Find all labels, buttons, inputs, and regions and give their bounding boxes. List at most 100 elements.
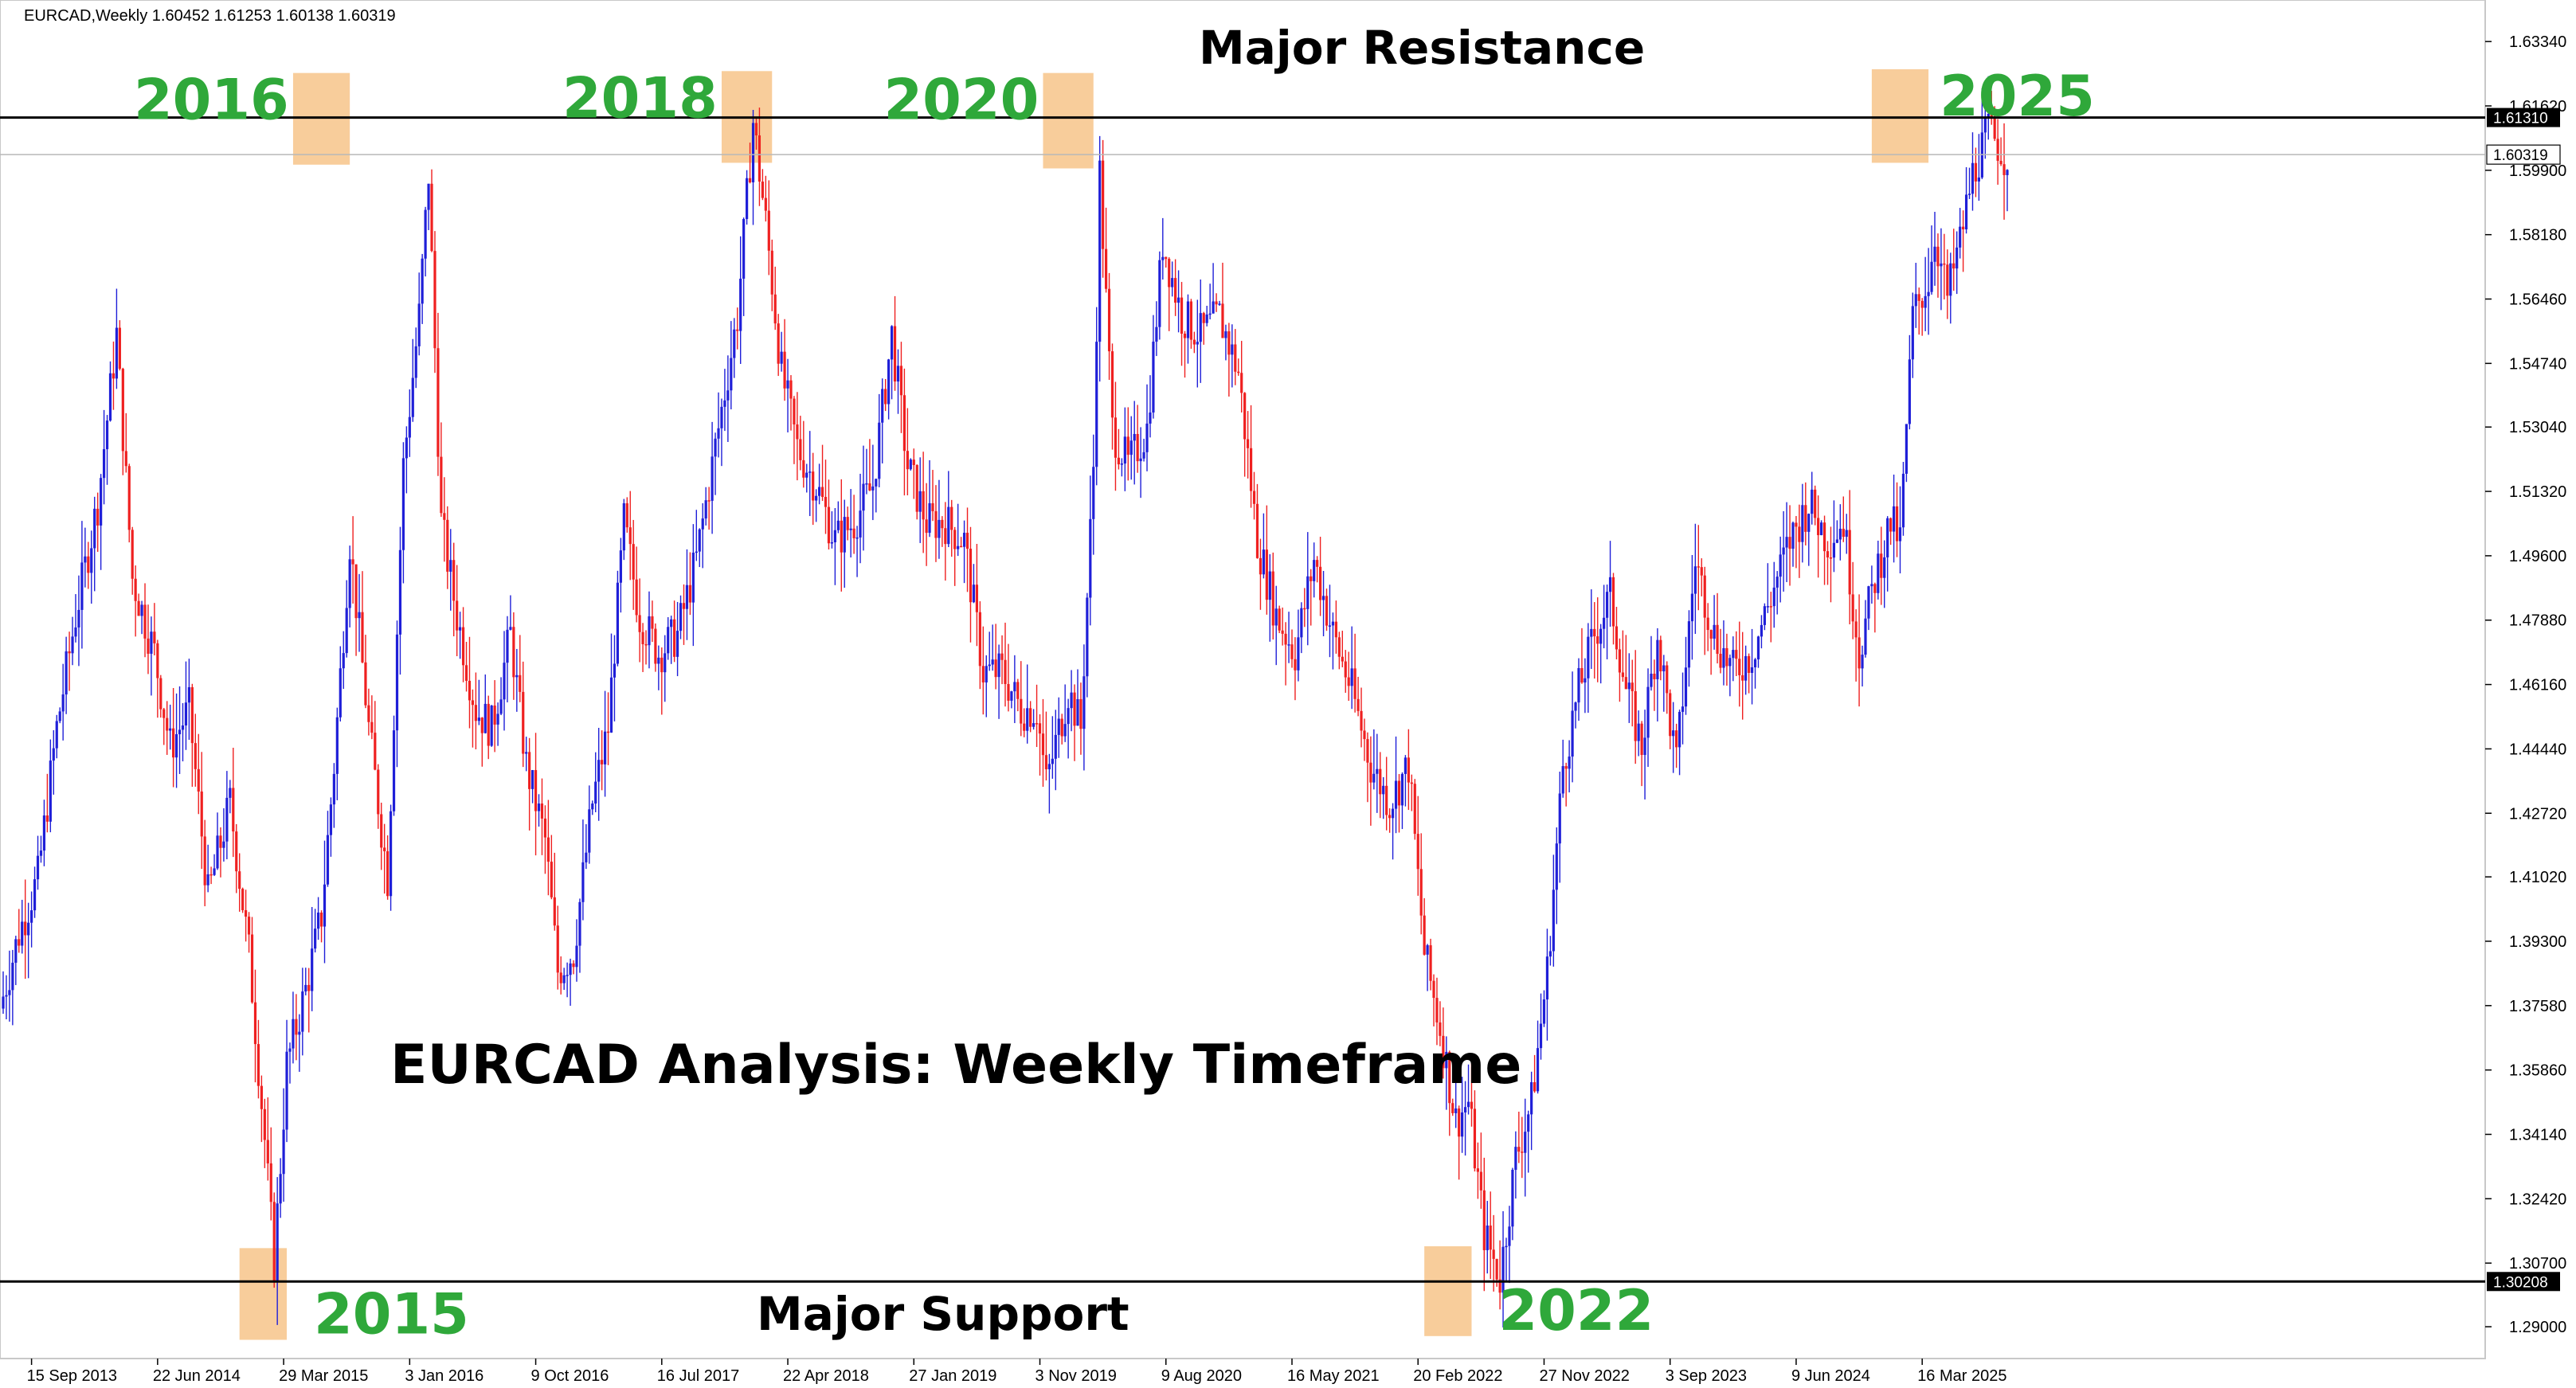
candle-body [1341,656,1344,662]
date-tick-label: 27 Nov 2022 [1539,1367,1629,1384]
candle-body [1067,708,1070,725]
candle-body [730,358,733,391]
candle-body [14,939,18,963]
candle-body [622,502,625,551]
year-label: 2020 [883,68,1039,133]
candle-body [222,841,225,848]
candle-body [918,491,922,512]
candle-body [200,791,203,837]
candle-body [1041,733,1045,756]
price-tick-label: 1.32420 [2509,1191,2566,1208]
candle-body [572,963,575,968]
candle-body [720,406,723,428]
candle-body [1495,1258,1498,1280]
candle-body [417,303,421,346]
candle-body [840,520,843,553]
candle-body [398,549,402,635]
candle-body [1593,628,1596,637]
candle-body [153,631,156,643]
year-label: 2016 [134,68,289,133]
candle-body [115,327,119,379]
candle-body [1568,757,1571,769]
candle-body [1259,557,1263,575]
price-tick-label: 1.63340 [2509,33,2566,51]
candle-body [383,847,386,851]
candle-body [27,922,30,936]
candle-body [1076,698,1079,726]
candle-body [1331,621,1335,626]
candle-body [232,788,235,832]
date-tick-label: 3 Jan 2016 [405,1367,483,1384]
candle-body [1861,655,1864,669]
candle-body [1082,676,1086,729]
candle-body [1152,342,1155,413]
candle-body [389,811,393,897]
candle-body [1020,698,1023,724]
candle-body [55,721,58,749]
candle-body [319,912,323,927]
candle-body [1199,313,1202,342]
candle-body [474,705,477,721]
candle-body [1811,489,1814,514]
candle-body [950,506,953,530]
candle-body [1706,617,1709,631]
candle-body [603,731,607,764]
candle-body [981,666,985,682]
candle-body [619,550,622,583]
candle-body [316,912,320,929]
candle-body [1035,723,1039,725]
candle-body [991,659,994,665]
candle-body [1391,808,1395,819]
candle-body [1318,566,1322,600]
candle-body [1826,551,1830,558]
candle-body [446,519,449,572]
highlight-zone [1871,68,1929,163]
candle-body [1423,915,1426,955]
candle-body [1394,780,1398,809]
candle-body [1403,757,1407,774]
candle-body [443,513,446,520]
candle-body [726,390,730,401]
date-tick-label: 22 Jun 2014 [153,1367,241,1384]
price-tick-label: 1.44440 [2509,741,2566,758]
candle-body [345,608,348,654]
candle-body [1653,673,1656,679]
candle-body [374,733,377,770]
candle-body [1479,1171,1482,1191]
candle-body [351,559,354,565]
candle-body [354,564,358,619]
candle-body [985,666,988,682]
date-tick-label: 20 Feb 2022 [1413,1367,1502,1384]
candle-body [1599,628,1603,644]
candle-body [569,963,572,976]
candle-body [780,351,783,364]
candle-body [1795,522,1798,527]
candle-body [58,711,61,721]
candle-body [1987,114,1990,118]
candle-body [786,380,789,389]
candle-body [1407,757,1410,783]
candle-body [830,542,834,544]
candle-body [878,422,881,479]
candle-body [1070,692,1073,709]
candle-body [852,528,855,538]
candle-body [1281,630,1284,634]
candle-body [691,553,695,603]
candle-body [1180,297,1184,334]
candle-body [1775,577,1779,588]
candle-body [1967,194,1971,195]
candle-body [609,677,613,733]
candle-body [1637,723,1640,741]
candle-body [1892,506,1896,532]
candle-body [1618,649,1622,673]
candle-body [1946,264,1949,296]
candle-body [875,479,878,487]
date-tick-label: 27 Jan 2019 [909,1367,996,1384]
candle-body [1029,708,1032,727]
candle-body [1221,303,1224,338]
candle-body [282,1129,285,1175]
candle-body [178,729,182,734]
candle-body [1227,331,1231,355]
candle-body [1174,278,1177,303]
candle-body [704,500,707,519]
